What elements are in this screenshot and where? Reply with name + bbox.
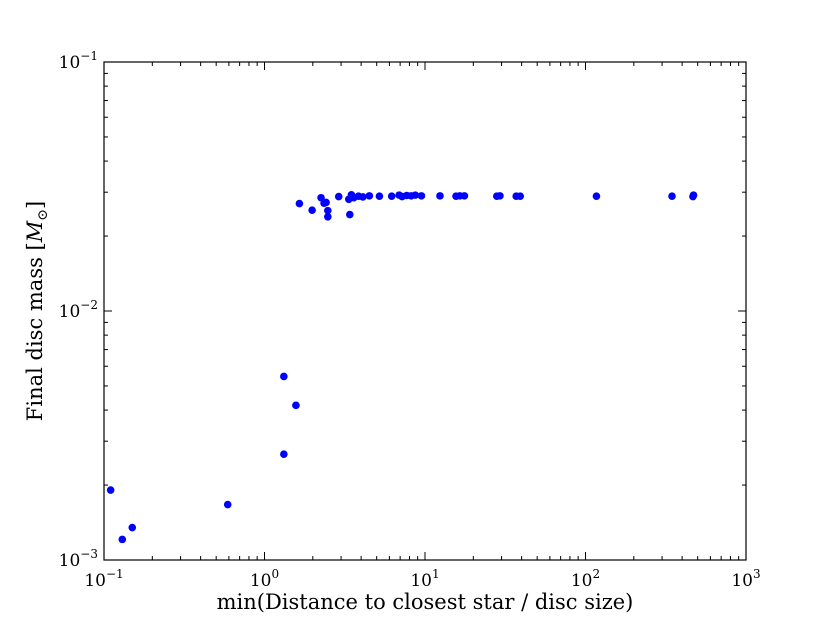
- data-point: [223, 500, 232, 509]
- y-axis-label-close: ]: [23, 201, 47, 209]
- plot-area: [103, 61, 747, 561]
- y-axis-label-text: Final disc mass [: [23, 242, 47, 421]
- data-point: [592, 192, 601, 201]
- x-axis-label: min(Distance to closest star / disc size…: [217, 590, 634, 614]
- data-point: [668, 192, 676, 201]
- data-point: [417, 192, 426, 200]
- data-point: [128, 523, 137, 532]
- data-point: [280, 372, 288, 381]
- data-point: [496, 192, 504, 200]
- data-point: [280, 450, 288, 459]
- x-tick-label: 100: [250, 567, 279, 591]
- y-tick-label: 10−2: [59, 298, 98, 322]
- data-point: [324, 206, 332, 215]
- data-point: [346, 210, 354, 219]
- data-point: [365, 192, 374, 200]
- data-point: [118, 535, 127, 544]
- data-point: [106, 486, 115, 494]
- data-point: [324, 212, 332, 221]
- data-point: [359, 193, 367, 201]
- axis-tick-labels: 10−1 100 101 102 103 10−3 10−2 10−1: [59, 49, 761, 591]
- data-point: [308, 206, 316, 214]
- data-point: [295, 199, 304, 208]
- data-point: [375, 192, 384, 201]
- y-tick-label: 10−1: [59, 49, 98, 73]
- data-point: [292, 401, 300, 410]
- y-axis-label-symbol: M: [23, 220, 47, 243]
- x-tick-label: 102: [571, 567, 600, 591]
- data-point: [334, 192, 343, 201]
- data-point: [689, 191, 698, 199]
- axis-ticks: [103, 62, 746, 561]
- data-points: [106, 190, 698, 544]
- y-axis-label: Final disc mass [M⊙]: [23, 201, 51, 421]
- data-point: [516, 192, 525, 201]
- x-tick-label: 10−1: [84, 567, 123, 591]
- y-tick-label: 10−3: [59, 547, 98, 571]
- y-axis-label-subscript: ⊙: [35, 209, 51, 221]
- data-point: [387, 192, 396, 201]
- data-point: [460, 192, 469, 200]
- x-tick-label: 103: [731, 567, 760, 591]
- x-tick-label: 101: [410, 567, 439, 591]
- data-point: [411, 191, 420, 199]
- data-point: [322, 198, 330, 207]
- data-point: [436, 192, 444, 200]
